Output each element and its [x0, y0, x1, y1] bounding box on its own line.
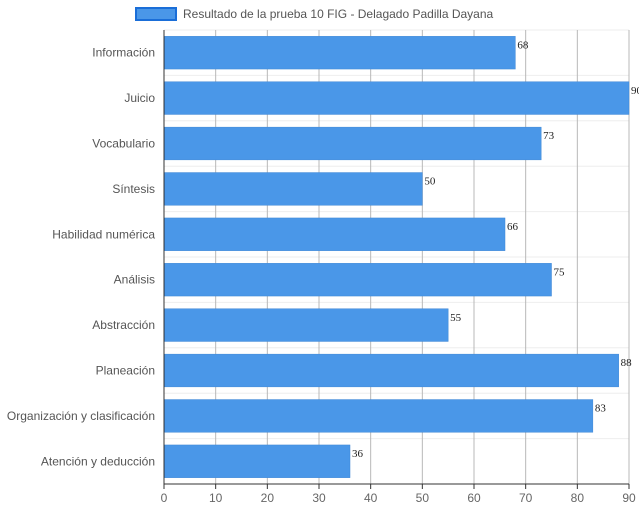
category-label: Atención y deducción — [41, 454, 155, 468]
bar[interactable] — [164, 126, 542, 161]
data-label: 36 — [352, 448, 364, 460]
bar[interactable] — [164, 444, 351, 478]
x-tick-label: 70 — [519, 491, 533, 505]
data-label: 50 — [424, 176, 436, 188]
data-label: 75 — [554, 266, 566, 278]
data-label: 88 — [621, 357, 633, 369]
x-tick-label: 50 — [416, 491, 430, 505]
category-label: Planeación — [96, 364, 155, 378]
data-label: 83 — [595, 403, 607, 415]
data-label: 55 — [450, 312, 462, 324]
category-label: Juicio — [124, 91, 155, 105]
legend[interactable]: Resultado de la prueba 10 FIG - Delagado… — [135, 7, 494, 21]
data-label: 73 — [543, 130, 555, 142]
x-tick-label: 30 — [312, 491, 326, 505]
x-tick-label: 20 — [261, 491, 275, 505]
category-label: Información — [92, 46, 155, 60]
data-label: 68 — [517, 39, 529, 51]
category-label: Vocabulario — [92, 137, 155, 151]
legend-label[interactable]: Resultado de la prueba 10 FIG - Delagado… — [183, 7, 494, 21]
bar[interactable] — [164, 36, 516, 70]
bar[interactable] — [164, 353, 619, 388]
category-label: Análisis — [114, 273, 155, 287]
x-tick-label: 60 — [467, 491, 481, 505]
category-label: Abstracción — [92, 318, 155, 332]
bar[interactable] — [164, 399, 594, 433]
legend-swatch[interactable] — [135, 7, 177, 21]
x-tick-label: 10 — [209, 491, 223, 505]
bar[interactable] — [164, 263, 552, 297]
bars-group — [164, 36, 630, 478]
bar[interactable] — [164, 308, 449, 342]
data-label: 90 — [631, 85, 639, 97]
category-label: Organización y clasificación — [7, 409, 155, 423]
x-tick-label: 90 — [622, 491, 636, 505]
labels-group: 0 10 20 30 40 50 60 70 80 90 Información 68 Juicio 90… — [7, 39, 639, 505]
axis-group — [163, 30, 630, 489]
data-label: 66 — [507, 221, 519, 233]
category-label: Síntesis — [112, 182, 155, 196]
x-tick-label: 40 — [364, 491, 378, 505]
bar[interactable] — [164, 217, 506, 251]
x-tick-label: 0 — [161, 491, 168, 505]
bar[interactable] — [164, 172, 423, 206]
category-label: Habilidad numérica — [52, 227, 155, 241]
bar[interactable] — [164, 81, 630, 115]
x-tick-label: 80 — [571, 491, 585, 505]
